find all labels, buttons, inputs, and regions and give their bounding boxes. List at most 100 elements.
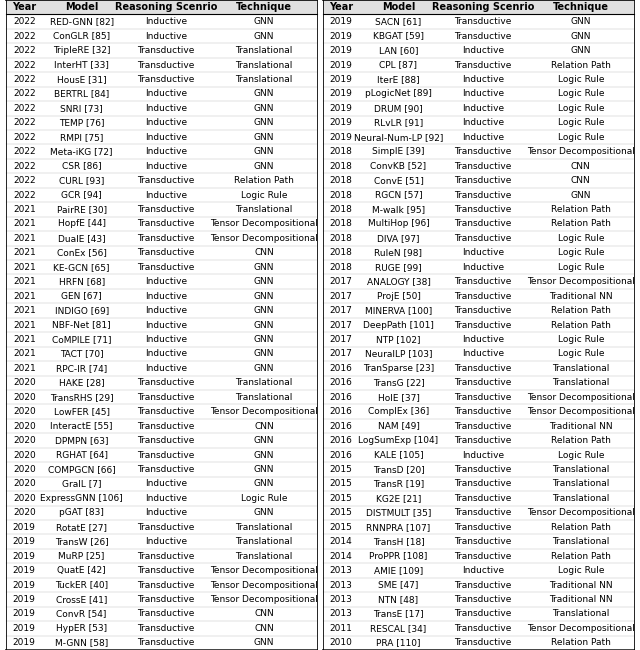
Text: Transductive: Transductive [454,364,512,373]
Text: Transductive: Transductive [138,378,195,387]
Text: TuckER [40]: TuckER [40] [55,580,108,590]
Text: Transductive: Transductive [138,205,195,214]
Text: 2015: 2015 [330,465,353,474]
Text: 2019: 2019 [330,90,353,98]
Text: 2021: 2021 [13,320,36,330]
Text: 2019: 2019 [13,580,36,590]
Text: GNN: GNN [254,277,275,286]
Text: Transductive: Transductive [138,234,195,243]
Text: 2017: 2017 [330,320,353,330]
Text: Transductive: Transductive [454,176,512,185]
Text: Inductive: Inductive [462,133,504,142]
Text: Logic Rule: Logic Rule [557,104,604,113]
Text: INDIGO [69]: INDIGO [69] [54,306,109,315]
Text: Logic Rule: Logic Rule [557,450,604,460]
Text: 2022: 2022 [13,147,36,156]
Text: RuleN [98]: RuleN [98] [374,248,422,257]
Text: SimplE [39]: SimplE [39] [372,147,425,156]
Text: Transductive: Transductive [454,595,512,604]
Text: Inductive: Inductive [145,320,188,330]
Text: Transductive: Transductive [138,220,195,228]
Text: 2022: 2022 [13,133,36,142]
Text: Transductive: Transductive [138,580,195,590]
Text: Transductive: Transductive [454,147,512,156]
Text: Inductive: Inductive [145,162,188,170]
Text: Logic Rule: Logic Rule [557,248,604,257]
Text: Translational: Translational [236,552,292,560]
Text: Transductive: Transductive [454,320,512,330]
Text: Tensor Decompositional: Tensor Decompositional [210,580,318,590]
Text: InteractE [55]: InteractE [55] [51,422,113,430]
Text: Inductive: Inductive [145,277,188,286]
Text: Inductive: Inductive [462,335,504,344]
Text: 2021: 2021 [13,234,36,243]
Text: 2016: 2016 [330,436,353,445]
Text: Meta-iKG [72]: Meta-iKG [72] [51,147,113,156]
Text: RMPI [75]: RMPI [75] [60,133,103,142]
Text: Translational: Translational [236,393,292,402]
Text: Transductive: Transductive [454,407,512,416]
Text: Transductive: Transductive [454,610,512,618]
Text: RGHAT [64]: RGHAT [64] [56,450,108,460]
Text: Transductive: Transductive [138,552,195,560]
Text: GNN: GNN [254,450,275,460]
Text: ConEx [56]: ConEx [56] [57,248,107,257]
Text: GNN: GNN [254,32,275,40]
Text: MultiHop [96]: MultiHop [96] [367,220,429,228]
Text: Translational: Translational [236,75,292,84]
Text: ProPPR [108]: ProPPR [108] [369,552,428,560]
Text: 2021: 2021 [13,335,36,344]
Text: TripleRE [32]: TripleRE [32] [53,46,111,55]
Text: 2022: 2022 [13,32,36,40]
Text: 2017: 2017 [330,335,353,344]
Text: Transductive: Transductive [454,465,512,474]
Text: Inductive: Inductive [462,75,504,84]
Text: Relation Path: Relation Path [551,552,611,560]
Text: Traditional NN: Traditional NN [549,580,612,590]
Text: GNN: GNN [254,118,275,127]
Text: Transductive: Transductive [454,580,512,590]
Text: Translational: Translational [236,523,292,532]
Text: Tensor Decompositional: Tensor Decompositional [210,234,318,243]
Text: Transductive: Transductive [454,220,512,228]
Text: ExpressGNN [106]: ExpressGNN [106] [40,494,123,503]
Text: SNRI [73]: SNRI [73] [60,104,103,113]
Text: QuatE [42]: QuatE [42] [58,566,106,575]
Text: 2018: 2018 [330,190,353,200]
Text: Transductive: Transductive [138,566,195,575]
Text: Transductive: Transductive [454,306,512,315]
Text: 2013: 2013 [330,566,353,575]
Text: 2019: 2019 [13,552,36,560]
Text: Inductive: Inductive [145,350,188,358]
Text: 2016: 2016 [330,407,353,416]
Text: Transductive: Transductive [454,378,512,387]
Text: 2019: 2019 [13,638,36,647]
Text: Inductive: Inductive [145,133,188,142]
Text: Relation Path: Relation Path [234,176,294,185]
Text: GNN: GNN [254,320,275,330]
Text: Inductive: Inductive [145,306,188,315]
Text: ConvKB [52]: ConvKB [52] [371,162,426,170]
Text: GNN: GNN [254,335,275,344]
Text: SME [47]: SME [47] [378,580,419,590]
Text: 2016: 2016 [330,450,353,460]
Text: CNN: CNN [254,624,274,633]
Text: GNN: GNN [571,46,591,55]
Text: Relation Path: Relation Path [551,220,611,228]
Text: Logic Rule: Logic Rule [557,90,604,98]
Text: Traditional NN: Traditional NN [549,292,612,300]
Text: 2020: 2020 [13,407,36,416]
Text: NTP [102]: NTP [102] [376,335,420,344]
Text: Neural-Num-LP [92]: Neural-Num-LP [92] [354,133,443,142]
Text: GNN: GNN [254,465,275,474]
Text: 2015: 2015 [330,508,353,517]
Text: RED-GNN [82]: RED-GNN [82] [50,17,114,26]
Text: GNN: GNN [571,190,591,200]
Text: Tensor Decompositional: Tensor Decompositional [527,508,635,517]
Text: 2017: 2017 [330,277,353,286]
Text: Inductive: Inductive [145,190,188,200]
Text: 2017: 2017 [330,292,353,300]
Text: TransH [18]: TransH [18] [372,537,424,546]
Text: GNN: GNN [571,17,591,26]
Text: Transductive: Transductive [454,190,512,200]
